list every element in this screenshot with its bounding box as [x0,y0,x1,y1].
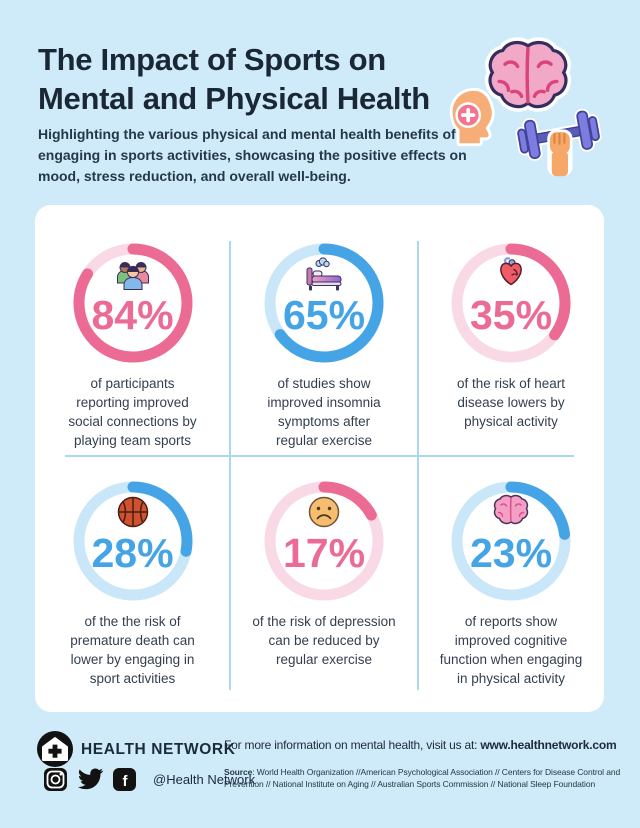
stat-value: 28% [91,530,174,576]
stat-card-heart-disease: 35% of the risk of heart disease lowers … [418,205,604,455]
source-line: Source: World Health Organization //Amer… [224,767,622,790]
facebook-icon[interactable]: f [112,767,137,792]
sad-face-icon [305,493,343,531]
svg-text:f: f [123,773,129,790]
stat-value: 84% [91,292,174,338]
source-text: : World Health Organization //American P… [224,767,621,789]
stat-card-premature-death: 28% of the the risk of premature death c… [35,455,230,712]
stat-caption: of the risk of heart disease lowers by p… [456,376,566,429]
column-divider [229,241,231,690]
website-url[interactable]: www.healthnetwork.com [480,738,617,752]
head-cross-sticker-icon [449,88,495,147]
stat-value: 35% [469,292,553,338]
instagram-icon[interactable] [43,767,68,792]
brain-icon [491,493,531,529]
stat-card-team-sports: 84% of participants reporting improved s… [35,205,230,455]
donut-ring [451,243,571,363]
bed-icon [302,255,346,293]
stat-caption: of reports show improved cognitive funct… [439,614,583,686]
footer: HEALTH NETWORK f [0,726,640,806]
stat-card-insomnia: 65% of studies show improved insomnia sy… [230,205,418,455]
social-links: f @Health Network [43,767,255,792]
stat-value: 17% [282,530,366,576]
team-icon [112,255,154,293]
house-cross-logo-icon [36,730,74,768]
donut-ring [264,481,384,601]
twitter-icon[interactable] [76,768,104,791]
donut-chart: 23% [449,479,573,603]
stat-caption: of participants reporting improved socia… [68,376,197,448]
social-handle: @Health Network [153,772,256,787]
stats-card: 84% of participants reporting improved s… [35,205,604,712]
stat-value: 65% [282,292,366,338]
header-sticker-group [440,28,640,198]
donut-ring [73,243,192,363]
stat-value: 23% [469,530,553,576]
brand-name: HEALTH NETWORK [81,741,236,758]
info-text: For more information on mental health, v… [224,738,478,752]
brain-sticker-icon [484,37,572,112]
donut-chart: 65% [262,241,386,365]
donut-chart: 28% [71,479,195,603]
stat-caption: of the the risk of premature death can l… [70,614,195,686]
stat-caption: of the risk of depression can be reduced… [252,614,396,667]
row-divider [65,455,574,457]
basketball-icon [114,493,152,531]
donut-ring [451,481,571,601]
stat-caption: of studies show improved insomnia sympto… [267,376,381,448]
source-label: Source [224,767,253,777]
stat-card-cognitive: 23% of reports show improved cognitive f… [418,455,604,712]
donut-chart: 35% [449,241,573,365]
heart-icon [492,255,530,293]
page-title: The Impact of Sports on Mental and Physi… [38,42,430,116]
dumbbell-hand-sticker-icon [515,108,602,177]
donut-ring [73,481,192,601]
info-line: For more information on mental health, v… [224,738,617,752]
stat-card-depression: 17% of the risk of depression can be red… [230,455,418,712]
donut-chart: 17% [262,479,386,603]
donut-ring [264,243,384,363]
column-divider [417,241,419,690]
page-subtitle: Highlighting the various physical and me… [38,126,467,184]
donut-chart: 84% [71,241,195,365]
